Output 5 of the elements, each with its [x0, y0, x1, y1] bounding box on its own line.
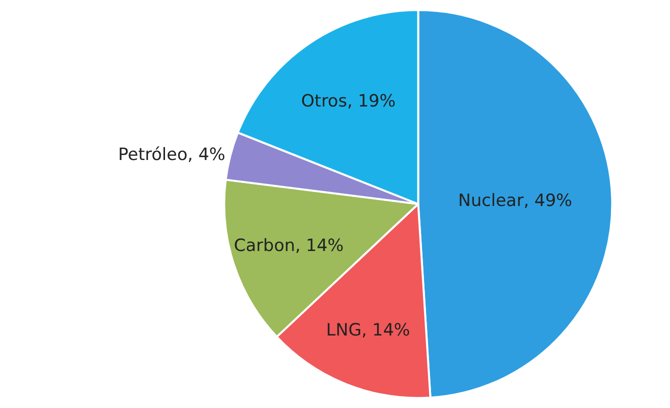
slice-label: Carbon, 14%	[234, 236, 344, 256]
slice-label: Petróleo, 4%	[118, 145, 226, 166]
slice-label: Otros, 19%	[301, 91, 396, 112]
slice-label: LNG, 14%	[326, 320, 410, 341]
slice-label: Nuclear, 49%	[458, 190, 572, 211]
